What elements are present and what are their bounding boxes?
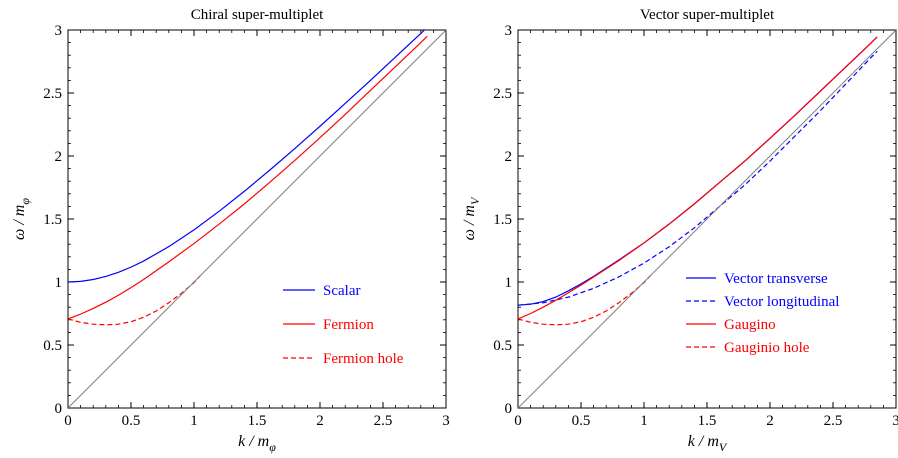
- legend-label: Fermion: [323, 317, 374, 333]
- series-line-vector-transverse: [518, 36, 878, 306]
- chart-title: Chiral super-multiplet: [191, 7, 324, 23]
- chart-title: Vector super-multiplet: [640, 7, 775, 23]
- series-layer: [68, 30, 446, 408]
- y-tick-label: 0: [55, 401, 63, 417]
- y-tick-label: 2: [505, 149, 513, 165]
- x-tick-label: 0.5: [122, 413, 141, 429]
- x-tick-label: 0: [514, 413, 522, 429]
- x-tick-label: 0.5: [572, 413, 591, 429]
- y-tick-label: 2.5: [493, 86, 512, 102]
- y-tick-label: 2: [55, 149, 63, 165]
- x-tick-label: 1.5: [248, 413, 267, 429]
- legend-label: Scalar: [323, 283, 360, 299]
- legend-label: Gaugino: [724, 317, 776, 333]
- y-tick-label: 0: [505, 401, 513, 417]
- y-tick-label: 1.5: [43, 212, 62, 228]
- x-tick-label: 2.5: [374, 413, 393, 429]
- series-line-gaugino: [518, 36, 878, 320]
- series-layer: [518, 30, 896, 408]
- y-tick-label: 1: [505, 275, 513, 291]
- y-tick-label: 2.5: [43, 86, 62, 102]
- x-tick-label: 1.5: [698, 413, 717, 429]
- x-tick-label: 1: [640, 413, 648, 429]
- chart-panel-1: 0 0.5 1 1.5 2 2.5 3 0 0.5 1 1.5 2 2.5 3 Vector super-m…: [461, 7, 898, 454]
- legend-label: Vector longitudinal: [724, 294, 839, 310]
- legend-label: Gauginio hole: [724, 340, 810, 356]
- x-tick-label: 0: [64, 413, 72, 429]
- y-tick-label: 1: [55, 275, 63, 291]
- series-line-fermion-hole: [68, 275, 201, 326]
- x-tick-label: 1: [190, 413, 198, 429]
- y-tick-label: 0.5: [43, 338, 62, 354]
- legend-label: Vector transverse: [724, 271, 828, 287]
- series-line-fermion: [68, 35, 428, 320]
- y-tick-label: 3: [55, 23, 63, 39]
- x-tick-label: 2.5: [824, 413, 843, 429]
- x-tick-label: 2: [316, 413, 324, 429]
- x-axis-label: k / mV: [688, 433, 728, 454]
- reference-line: [68, 30, 446, 408]
- series-line-gauginio-hole: [518, 275, 651, 326]
- x-tick-label: 3: [442, 413, 450, 429]
- series-line-scalar: [68, 30, 426, 283]
- y-tick-label: 3: [505, 23, 513, 39]
- y-tick-label: 0.5: [493, 338, 512, 354]
- reference-line: [518, 30, 896, 408]
- x-tick-label: 3: [892, 413, 898, 429]
- x-axis-label: k / mφ: [238, 433, 276, 454]
- y-tick-label: 1.5: [493, 212, 512, 228]
- y-axis-label: ω / mφ: [11, 198, 32, 240]
- series-line-vector-longitudinal: [518, 50, 878, 306]
- y-axis-label: ω / mV: [461, 196, 482, 240]
- chart-panel-0: 0 0.5 1 1.5 2 2.5 3 0 0.5 1 1.5 2 2.5 3 Chiral super-m…: [11, 7, 450, 454]
- x-tick-label: 2: [766, 413, 774, 429]
- legend-label: Fermion hole: [323, 351, 404, 367]
